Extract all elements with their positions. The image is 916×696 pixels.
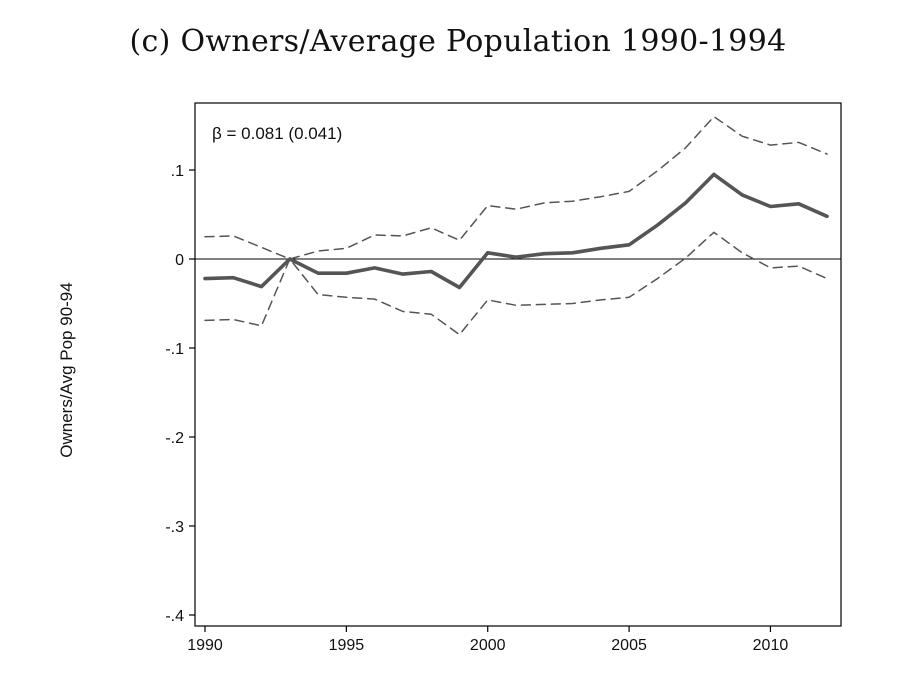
estimate-series-line	[203, 172, 829, 290]
upper-series-line	[204, 115, 828, 260]
x-axis: 1990 1995 2000 2005 2010	[187, 626, 788, 654]
x-tick-label: 2010	[753, 637, 789, 654]
y-axis-title: Owners/Avg Pop 90-94	[57, 282, 76, 457]
y-tick-label: -.3	[165, 519, 184, 536]
chart-title: (c) Owners/Average Population 1990-1994	[129, 24, 787, 59]
y-tick-label: 0	[175, 252, 184, 269]
lower-series-line	[204, 231, 828, 336]
series-group	[203, 115, 829, 336]
beta-annotation: β = 0.081 (0.041)	[212, 124, 342, 143]
x-tick-label: 1995	[329, 637, 365, 654]
y-tick-label: -.2	[165, 430, 184, 447]
y-tick-label: -.1	[165, 341, 184, 358]
y-tick-label: .1	[171, 163, 184, 180]
x-tick-label: 2000	[470, 637, 506, 654]
x-tick-label: 2005	[611, 637, 647, 654]
x-tick-label: 1990	[187, 637, 223, 654]
y-tick-label: -.4	[165, 608, 184, 625]
plot-frame	[194, 102, 842, 627]
y-axis: .1 0 -.1 -.2 -.3 -.4	[165, 163, 195, 625]
